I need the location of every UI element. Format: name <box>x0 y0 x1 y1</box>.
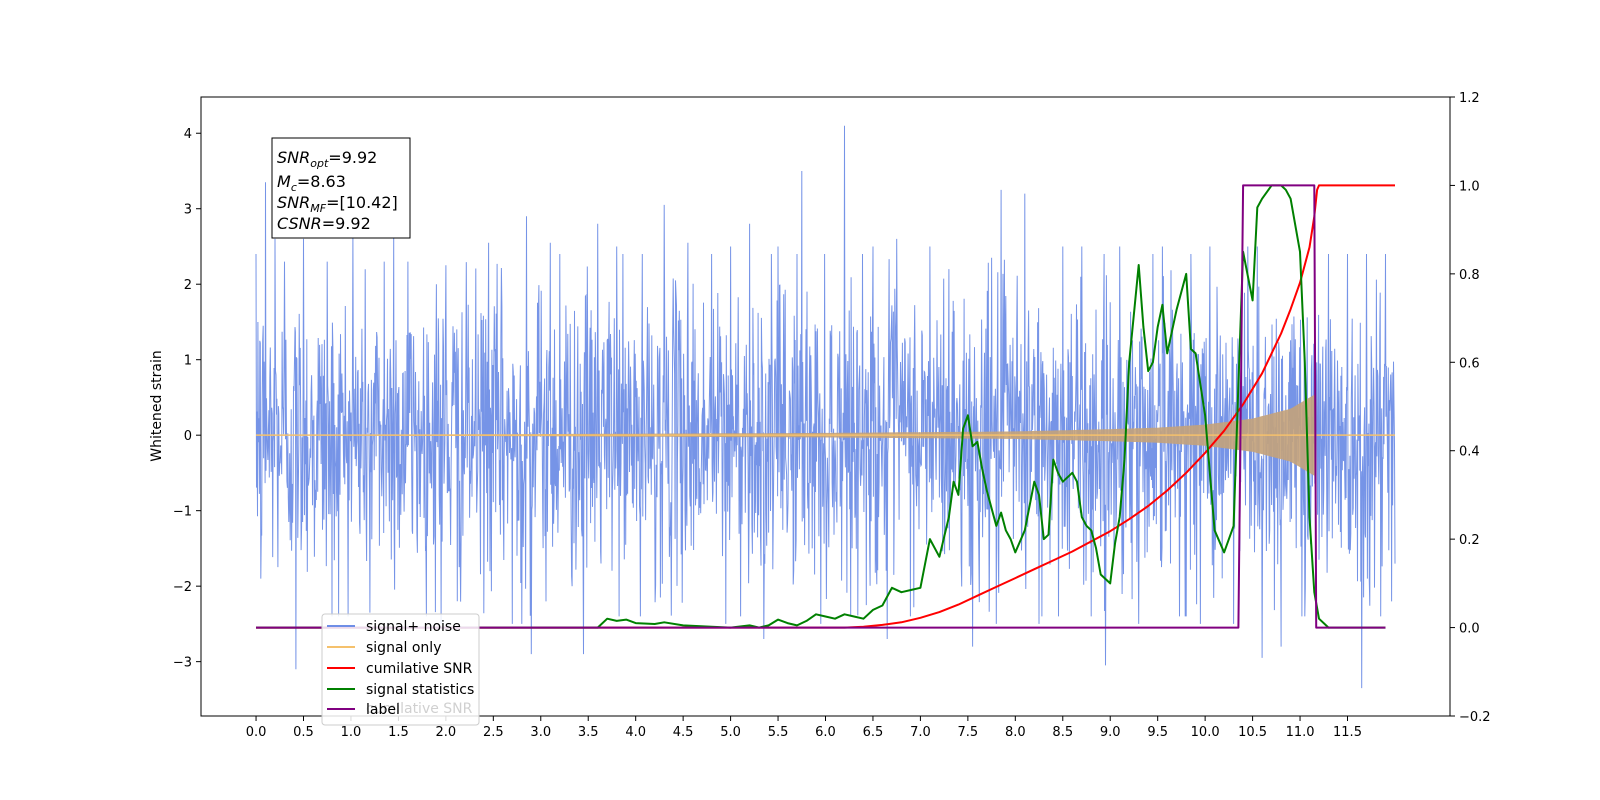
x-tick-label: 5.5 <box>768 725 789 740</box>
x-tick-label: 6.0 <box>815 725 836 740</box>
legend-label: label <box>366 702 400 718</box>
x-tick-label: 7.5 <box>958 725 979 740</box>
y-right-tick-label: −0.2 <box>1459 710 1491 725</box>
legend-ghost-label: cumilative SNR <box>366 701 473 717</box>
y-right-tick-label: 0.6 <box>1459 356 1480 371</box>
x-tick-label: 0.0 <box>246 725 267 740</box>
y-left-tick-label: 0 <box>184 429 192 444</box>
annotation-snr-opt: SNRopt=9.92 <box>277 148 377 170</box>
series-label <box>256 184 1386 629</box>
y-left-tick-label: −2 <box>173 580 192 595</box>
legend-item-label: label <box>327 702 400 718</box>
y-axis-left: −3 −2 −1 0 1 2 3 4 <box>173 127 201 671</box>
legend-item-signal-statistics: signal statistics <box>327 682 474 698</box>
x-tick-label: 5.0 <box>720 725 741 740</box>
series-cumulative-snr <box>256 184 1395 629</box>
x-tick-label: 1.0 <box>341 725 362 740</box>
legend-label: signal only <box>366 640 441 656</box>
snr-annotation-box: SNRopt=9.92 Mc=8.63 SNRMF=[10.42] CSNR=9… <box>271 137 411 239</box>
y-axis-right: −0.2 0.0 0.2 0.4 0.6 0.8 1.0 1.2 <box>1450 91 1491 725</box>
x-tick-label: 3.5 <box>578 725 599 740</box>
annotation-csnr: CSNR=9.92 <box>277 214 371 233</box>
legend-item-signal-only: signal only <box>327 640 441 656</box>
x-tick-label: 11.0 <box>1286 725 1315 740</box>
annotation-snr-mf: SNRMF=[10.42] <box>277 193 398 215</box>
y-left-tick-label: 1 <box>184 354 192 369</box>
y-right-tick-label: 0.2 <box>1459 533 1480 548</box>
x-tick-label: 0.5 <box>293 725 314 740</box>
y-right-tick-label: 0.8 <box>1459 268 1480 283</box>
x-tick-label: 4.0 <box>625 725 646 740</box>
x-tick-label: 4.5 <box>673 725 694 740</box>
annotation-frame <box>271 137 411 239</box>
x-tick-label: 8.5 <box>1052 725 1073 740</box>
x-tick-label: 6.5 <box>863 725 884 740</box>
legend-frame <box>321 613 480 726</box>
y-left-tick-label: 2 <box>184 278 192 293</box>
series-signal-noise <box>255 125 1396 689</box>
x-tick-label: 11.5 <box>1333 725 1362 740</box>
x-tick-label: 2.0 <box>436 725 457 740</box>
y-right-tick-label: 1.2 <box>1459 91 1480 106</box>
legend-label: cumilative SNR <box>366 661 473 677</box>
y-right-tick-label: 1.0 <box>1459 179 1480 194</box>
x-tick-label: 3.0 <box>530 725 551 740</box>
x-tick-label: 9.0 <box>1100 725 1121 740</box>
x-tick-label: 8.0 <box>1005 725 1026 740</box>
x-tick-label: 1.5 <box>388 725 409 740</box>
legend-item-signal-noise: signal+ noise <box>327 619 461 635</box>
y-left-tick-label: −1 <box>173 505 192 520</box>
y-axis-label: Whitened strain <box>149 350 165 461</box>
legend: cumilative SNR signal+ noise signal only… <box>321 613 480 726</box>
annotation-mc: Mc=8.63 <box>277 172 346 194</box>
x-tick-label: 10.0 <box>1191 725 1220 740</box>
legend-label: signal statistics <box>366 682 474 698</box>
y-left-tick-label: 3 <box>184 203 192 218</box>
series-layer <box>255 125 1396 689</box>
legend-item-cumulative-snr: cumilative SNR <box>327 661 473 677</box>
y-right-tick-label: 0.4 <box>1459 445 1480 460</box>
x-tick-label: 2.5 <box>483 725 504 740</box>
x-tick-label: 9.5 <box>1147 725 1168 740</box>
x-tick-label: 7.0 <box>910 725 931 740</box>
y-left-tick-label: −3 <box>173 656 192 671</box>
legend-label: signal+ noise <box>366 619 461 635</box>
y-left-tick-label: 4 <box>184 127 192 142</box>
x-axis: 0.0 0.5 1.0 1.5 2.0 2.5 3.0 3.5 4.0 4.5 5.0 5.5 6.0 6… <box>246 716 1362 740</box>
y-right-tick-label: 0.0 <box>1459 622 1480 637</box>
x-tick-label: 10.5 <box>1238 725 1267 740</box>
